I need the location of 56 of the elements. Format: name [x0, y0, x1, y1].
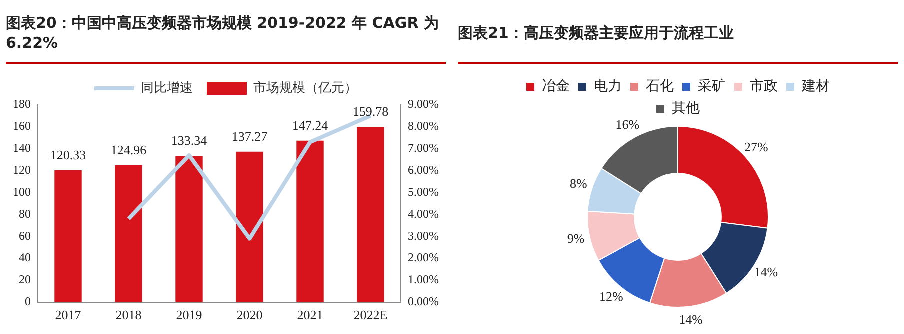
y-tick-label: 60: [19, 228, 31, 243]
y-tick-label: 120: [13, 162, 31, 177]
chart-title: 图表21：高压变频器主要应用于流程工业: [458, 23, 734, 43]
data-label: 16%: [616, 116, 640, 132]
y-tick-label: 0: [25, 294, 31, 309]
y2-tick-label: 6.00%: [408, 162, 440, 177]
y-tick-label: 40: [19, 250, 31, 265]
data-label: 9%: [567, 231, 585, 246]
legend-label: 冶金: [542, 78, 570, 95]
y2-tick-label: 0.00%: [408, 294, 440, 309]
legend-label: 电力: [594, 78, 622, 95]
data-label: 27%: [744, 139, 768, 154]
bar: [115, 165, 142, 302]
x-tick-label: 2018: [116, 308, 142, 323]
data-label: 124.96: [110, 142, 148, 158]
y-tick-label: 180: [13, 97, 31, 112]
x-tick-label: 2017: [55, 308, 82, 323]
y2-tick-label: 1.00%: [408, 272, 440, 287]
legend-label: 石化: [646, 78, 674, 95]
legend-label: 建材: [801, 78, 830, 95]
bar: [54, 170, 82, 302]
y-tick-label: 100: [13, 184, 31, 199]
y2-tick-label: 4.00%: [408, 206, 440, 221]
bar: [357, 127, 384, 302]
chart-title: 图表20：中国中高压变频器市场规模 2019-2022 年 CAGR 为 6.22%: [6, 13, 440, 53]
legend-label: 市场规模（亿元）: [254, 80, 358, 96]
x-tick-label: 2019: [176, 308, 202, 323]
x-tick-label: 2021: [297, 308, 324, 323]
data-label: 8%: [570, 176, 588, 192]
legend-label: 市政: [750, 78, 778, 95]
y2-tick-label: 5.00%: [408, 184, 440, 199]
bar: [236, 152, 264, 302]
data-label: 159.78: [352, 104, 389, 120]
y-tick-label: 80: [19, 206, 31, 221]
bar: [296, 140, 324, 302]
y2-tick-label: 2.00%: [408, 250, 440, 265]
legend-label: 采矿: [698, 78, 726, 95]
data-label: 147.24: [292, 118, 329, 133]
legend-label: 其他: [672, 100, 700, 117]
y2-tick-label: 9.00%: [408, 97, 440, 112]
x-tick-label: 2020: [236, 308, 263, 323]
data-label: 137.27: [232, 128, 268, 144]
y-tick-label: 160: [13, 119, 31, 134]
y2-tick-label: 7.00%: [408, 141, 440, 156]
data-label: 14%: [754, 264, 778, 280]
y-tick-label: 140: [13, 141, 31, 156]
y-tick-label: 20: [19, 272, 31, 287]
y2-tick-label: 8.00%: [408, 119, 440, 134]
data-label: 120.33: [50, 147, 86, 162]
y2-tick-label: 3.00%: [408, 228, 440, 243]
data-label: 133.34: [171, 133, 208, 148]
legend-label: 同比增速: [141, 80, 193, 96]
data-label: 14%: [679, 312, 704, 328]
bar: [176, 156, 203, 302]
data-label: 12%: [599, 288, 624, 304]
x-tick-label: 2022E: [354, 308, 388, 323]
